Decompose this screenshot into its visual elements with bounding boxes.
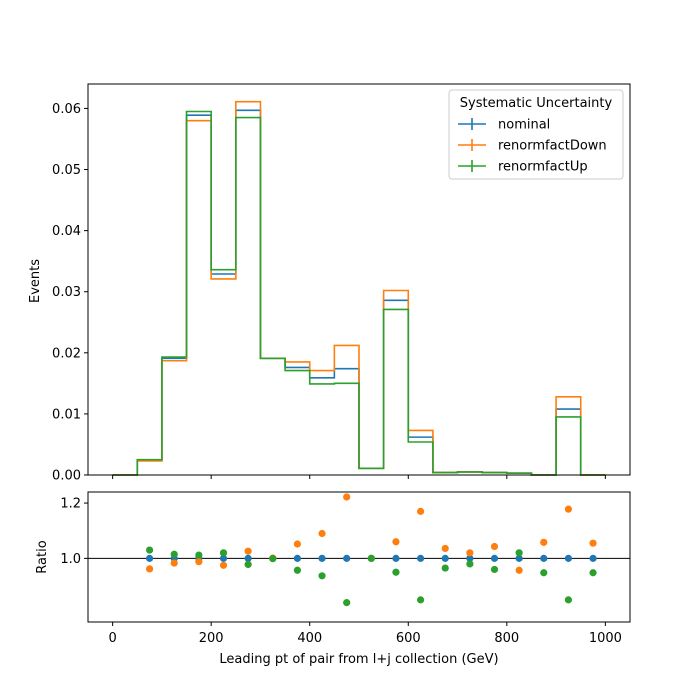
ratio-point-nominal (589, 554, 597, 562)
ratio-point-renormfactup (564, 596, 573, 604)
ratio-point-nominal (219, 554, 228, 562)
ratio-point-nominal (564, 554, 573, 562)
ratio-point-renormfactup (490, 565, 499, 574)
main-y-tick-label: 0.01 (52, 407, 81, 422)
ratio-point-renormfactup (195, 551, 203, 559)
ratio-x-tick-label: 600 (396, 631, 421, 646)
ratio-point-renormfactup (392, 568, 400, 576)
ratio-y-axis-label: Ratio (35, 540, 50, 573)
ratio-point-renormfactdown (564, 505, 573, 513)
legend-box (448, 89, 624, 180)
ratio-point-renormfactup (145, 546, 154, 554)
ratio-point-renormfactup (343, 599, 351, 607)
ratio-point-renormfactdown (589, 539, 597, 547)
legend-entries: nominal renormfactDown renormfactUp (458, 118, 607, 175)
ratio-point-renormfactup (416, 596, 425, 604)
ratio-point-renormfactup (367, 554, 375, 562)
ratio-point-renormfactup (219, 549, 228, 557)
ratio-point-renormfactdown (170, 559, 178, 567)
ratio-point-renormfactdown (195, 558, 203, 566)
ratio-point-renormfactup (244, 560, 252, 569)
main-y-tick-label: 0.02 (52, 346, 81, 361)
ratio-x-tick-label: 200 (199, 631, 224, 646)
ratio-point-nominal (392, 554, 400, 562)
ratio-point-renormfactdown (416, 507, 425, 515)
ratio-point-nominal (293, 554, 302, 562)
ratio-point-nominal (416, 554, 425, 562)
ratio-point-renormfactup (318, 572, 326, 580)
ratio-point-nominal (343, 554, 351, 562)
ratio-point-renormfactdown (219, 561, 228, 569)
histogram-line-renormfactup (112, 110, 606, 476)
ratio-point-renormfactdown (466, 549, 474, 557)
main-plot-frame (87, 83, 631, 476)
legend: Systematic Uncertainty nominal renormfact… (448, 89, 624, 180)
ratio-x-tick-label: 800 (494, 631, 519, 646)
ratio-x-tick-label: 1000 (589, 631, 622, 646)
ratio-y-ticks: 1.0 1.2 (60, 497, 88, 567)
main-y-tick-label: 0.05 (52, 163, 81, 178)
ratio-point-renormfactup (441, 564, 449, 572)
ratio-point-renormfactdown (490, 542, 499, 551)
ratio-point-renormfactup (170, 550, 178, 558)
ratio-point-nominal (490, 554, 499, 562)
main-series-group (112, 100, 606, 476)
main-x-ticks (112, 475, 606, 479)
ratio-point-nominal (540, 554, 548, 562)
ratio-point-renormfactup (540, 569, 548, 577)
ratio-point-renormfactdown (318, 529, 326, 538)
main-y-axis-label: Events (28, 259, 43, 303)
ratio-point-renormfactdown (515, 566, 523, 574)
ratio-y-tick-label: 1.0 (60, 552, 81, 567)
ratio-point-renormfactdown (145, 565, 154, 573)
ratio-plot-frame (87, 491, 631, 623)
ratio-point-nominal (441, 554, 449, 562)
ratio-point-nominal (244, 554, 252, 562)
legend-title: Systematic Uncertainty (460, 96, 613, 111)
ratio-panel: 1.0 1.2 0 200 400 600 800 1000 Ratio Leading p… (35, 491, 631, 667)
main-y-tick-label: 0.00 (52, 469, 81, 484)
ratio-point-renormfactdown (244, 547, 252, 555)
ratio-x-ticks: 0 200 400 600 800 1000 (108, 622, 622, 646)
legend-label-nominal: nominal (498, 118, 550, 133)
main-y-tick-label: 0.03 (52, 285, 81, 300)
ratio-point-renormfactdown (293, 540, 302, 548)
ratio-x-tick-label: 400 (297, 631, 322, 646)
ratio-point-nominal (466, 554, 474, 562)
ratio-point-renormfactup (269, 555, 277, 563)
ratio-point-nominal (318, 554, 326, 562)
ratio-point-renormfactup (466, 560, 474, 568)
ratio-point-renormfactdown (392, 538, 400, 546)
main-panel: 0.00 0.01 0.02 0.03 0.04 0.05 0.06 Events Syst… (28, 83, 631, 484)
ratio-y-tick-label: 1.2 (60, 497, 81, 512)
ratio-point-renormfactup (515, 549, 523, 557)
ratio-point-nominal (145, 554, 154, 562)
ratio-point-renormfactdown (540, 538, 548, 546)
ratio-point-renormfactdown (343, 493, 351, 501)
main-y-ticks: 0.00 0.01 0.02 0.03 0.04 0.05 0.06 (52, 102, 88, 484)
main-y-tick-label: 0.04 (52, 224, 81, 239)
legend-label-renormfactup: renormfactUp (498, 160, 588, 175)
ratio-point-renormfactup (293, 566, 302, 574)
ratio-point-renormfactdown (441, 544, 449, 553)
ratio-points-group (145, 493, 597, 607)
x-axis-label: Leading pt of pair from l+j collection (… (219, 652, 498, 667)
main-y-tick-label: 0.06 (52, 102, 81, 117)
ratio-point-renormfactup (589, 569, 597, 577)
legend-label-renormfactdown: renormfactDown (498, 139, 607, 154)
ratio-x-tick-label: 0 (108, 631, 116, 646)
ratio-point-nominal (515, 554, 523, 562)
